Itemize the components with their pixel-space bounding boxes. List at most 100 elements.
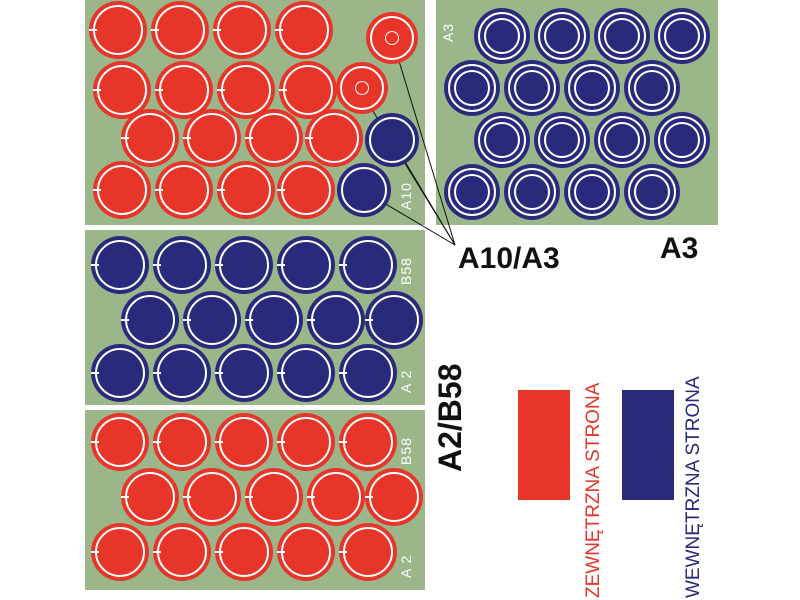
decal-disc <box>654 112 710 168</box>
decal-disc <box>121 291 179 349</box>
disc-ring <box>97 65 147 115</box>
disc-ring-inner <box>604 122 640 158</box>
disc-ring <box>343 527 393 577</box>
disc-ring <box>478 12 526 60</box>
decal-disc <box>217 161 275 219</box>
decal-disc <box>277 413 335 471</box>
decal-disc <box>624 60 680 116</box>
decal-disc <box>277 344 335 402</box>
disc-ring <box>155 5 205 55</box>
disc-tick <box>277 441 285 443</box>
decal-disc <box>564 60 620 116</box>
decal-disc <box>153 236 211 294</box>
decal-disc <box>215 413 273 471</box>
disc-ring <box>628 168 676 216</box>
decal-disc <box>93 161 151 219</box>
disc-tick <box>339 441 347 443</box>
decal-disc <box>151 1 209 59</box>
decal-disc <box>153 523 211 581</box>
disc-ring <box>219 348 269 398</box>
disc-ring <box>187 295 237 345</box>
disc-ring-inner <box>544 122 580 158</box>
disc-tick <box>153 551 161 553</box>
disc-tick <box>153 264 161 266</box>
decal-disc <box>277 236 335 294</box>
decal-disc <box>245 468 303 526</box>
legend-label-inner: WEWNĘTRZNA STRONA <box>683 376 704 598</box>
disc-tick <box>307 319 315 321</box>
disc-tick <box>339 551 347 553</box>
decal-disc <box>474 8 530 64</box>
decal-disc <box>305 109 363 167</box>
disc-ring <box>93 5 143 55</box>
decal-disc <box>183 468 241 526</box>
decal-disc <box>594 8 650 64</box>
disc-tick <box>277 264 285 266</box>
decal-disc <box>91 344 149 402</box>
decal-disc <box>245 109 303 167</box>
legend-swatch-outer <box>518 390 570 500</box>
disc-ring <box>249 113 299 163</box>
decal-disc <box>339 523 397 581</box>
decal-disc <box>277 161 335 219</box>
disc-ring <box>538 116 586 164</box>
disc-ring-inner <box>634 70 670 106</box>
disc-ring <box>125 472 175 522</box>
disc-tick <box>121 137 129 139</box>
disc-tick <box>91 551 99 553</box>
callout-a3: A3 <box>660 232 699 265</box>
decal-disc <box>654 8 710 64</box>
disc-ring <box>221 65 271 115</box>
disc-tick <box>365 496 373 498</box>
disc-ring <box>478 116 526 164</box>
disc-ring-inner <box>634 174 670 210</box>
disc-ring <box>219 240 269 290</box>
disc-ring <box>187 113 237 163</box>
legend-label-outer: ZEWNĘTRZNA STRONA <box>583 382 604 598</box>
disc-ring <box>157 348 207 398</box>
disc-ring <box>309 113 359 163</box>
disc-ring <box>159 165 209 215</box>
decal-disc <box>337 163 391 217</box>
disc-tick <box>307 496 315 498</box>
disc-ring-inner <box>484 122 520 158</box>
disc-ring <box>448 168 496 216</box>
decal-disc <box>366 12 418 64</box>
decal-disc <box>444 164 500 220</box>
disc-ring <box>341 167 387 213</box>
disc-tick <box>213 29 221 31</box>
decal-disc <box>121 109 179 167</box>
disc-ring-inner <box>514 70 550 106</box>
legend-swatch-inner <box>622 390 674 500</box>
decal-disc <box>215 344 273 402</box>
decal-disc <box>215 523 273 581</box>
disc-tick <box>153 441 161 443</box>
disc-ring <box>97 165 147 215</box>
disc-ring-inner <box>514 174 550 210</box>
disc-tick <box>91 372 99 374</box>
decal-disc <box>215 236 273 294</box>
callout-a10-a3: A10/A3 <box>458 242 560 275</box>
decal-disc <box>534 8 590 64</box>
decal-disc <box>277 523 335 581</box>
decal-disc <box>91 236 149 294</box>
decal-disc <box>339 413 397 471</box>
disc-ring <box>279 5 329 55</box>
disc-ring <box>369 295 419 345</box>
decal-disc <box>594 112 650 168</box>
decal-disc <box>444 60 500 116</box>
disc-ring <box>283 65 333 115</box>
disc-tick <box>155 89 163 91</box>
disc-ring <box>598 12 646 60</box>
disc-ring-inner <box>454 70 490 106</box>
disc-ring <box>95 417 145 467</box>
disc-ring <box>281 417 331 467</box>
disc-tick <box>153 372 161 374</box>
disc-ring <box>281 165 331 215</box>
disc-ring <box>281 240 331 290</box>
decal-disc <box>365 291 423 349</box>
disc-tick <box>93 89 101 91</box>
disc-ring <box>249 472 299 522</box>
disc-tick <box>245 137 253 139</box>
